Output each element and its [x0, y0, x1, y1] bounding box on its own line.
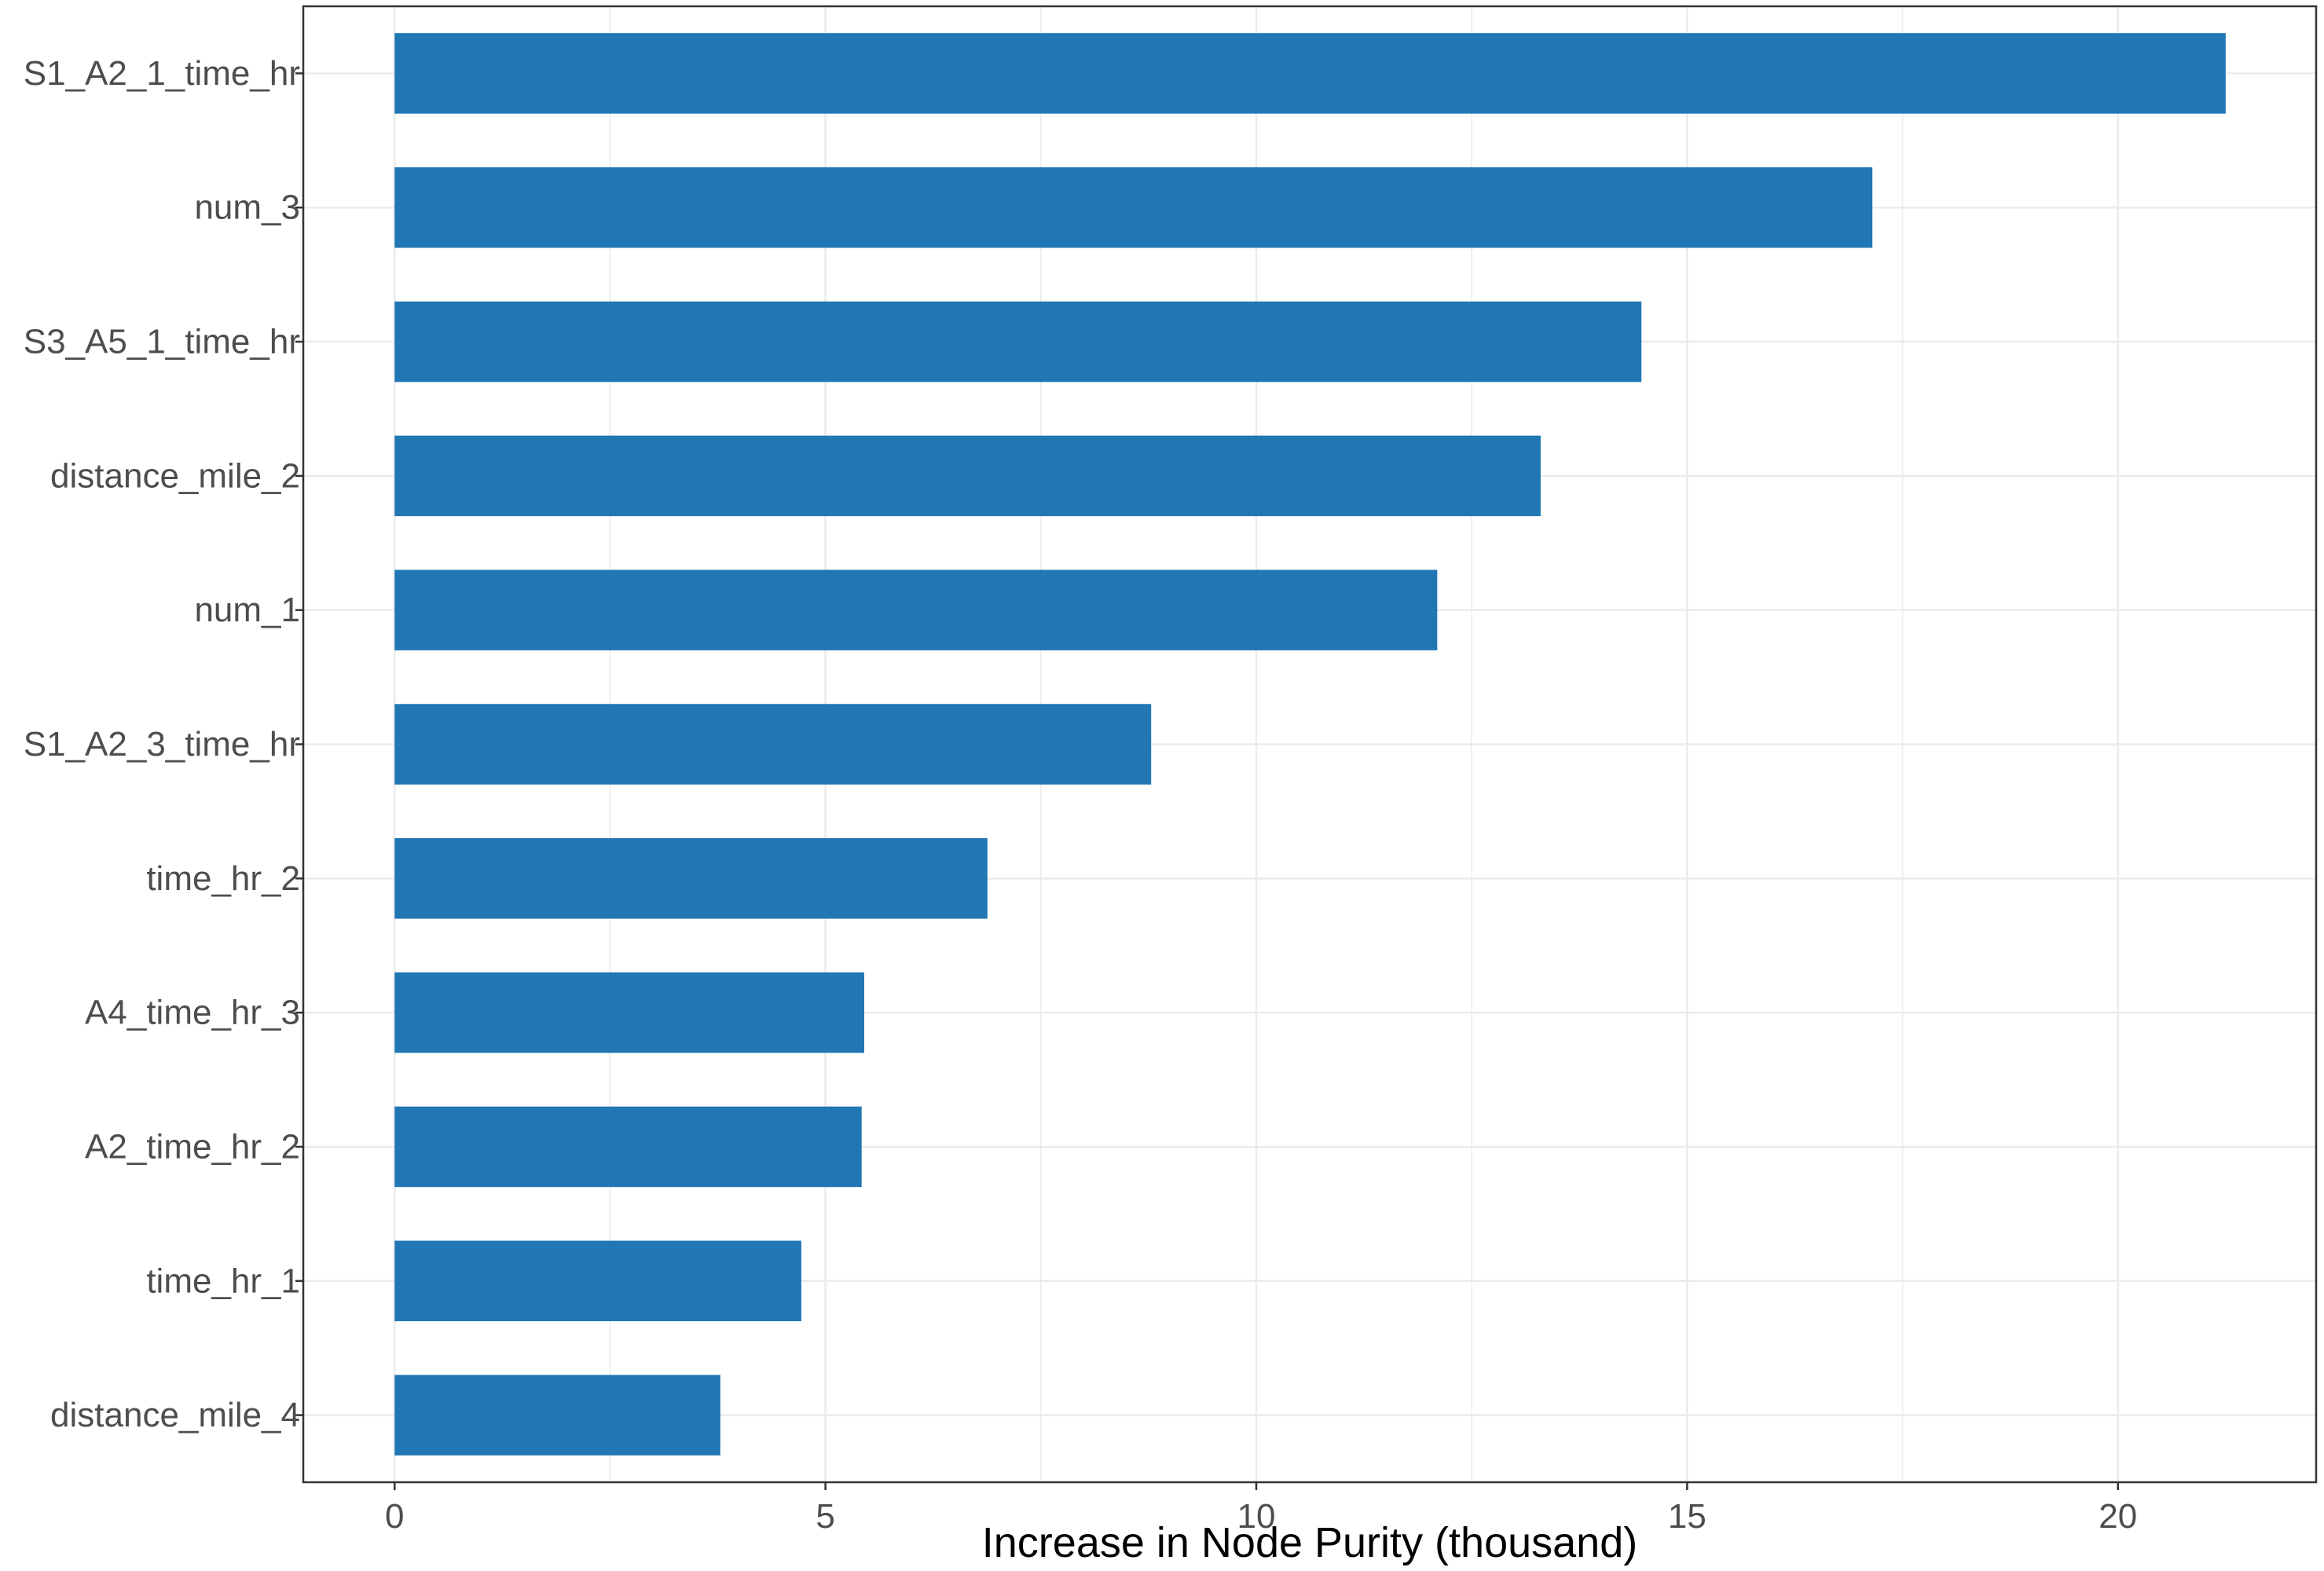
x-axis: 0 5 10 15 20 — [385, 1482, 2137, 1536]
y-tick-label: distance_mile_2 — [50, 456, 300, 495]
y-tick-label: num_1 — [194, 591, 300, 629]
x-tick-label: 15 — [1668, 1497, 1706, 1536]
y-tick-label: num_3 — [194, 189, 300, 227]
bar — [394, 569, 1438, 650]
bar — [394, 435, 1541, 517]
y-tick-label: distance_mile_4 — [50, 1396, 300, 1434]
y-tick-label: S1_A2_1_time_hr — [24, 54, 300, 93]
bar — [394, 704, 1152, 785]
bar — [394, 167, 1873, 248]
bar — [394, 972, 864, 1053]
x-tick-label: 5 — [816, 1497, 834, 1536]
bars — [394, 33, 2226, 1456]
y-tick-label: A2_time_hr_2 — [85, 1127, 300, 1166]
x-tick-label: 20 — [2099, 1497, 2137, 1536]
x-tick-label: 10 — [1237, 1497, 1276, 1536]
y-tick-label: S3_A5_1_time_hr — [24, 323, 300, 361]
y-tick-label: S1_A2_3_time_hr — [24, 725, 300, 764]
bar — [394, 1240, 801, 1322]
x-tick-label: 0 — [385, 1497, 404, 1536]
y-axis: S1_A2_1_time_hr num_3 S3_A5_1_time_hrdista… — [24, 54, 303, 1434]
y-tick-label: A4_time_hr_3 — [85, 994, 300, 1032]
y-tick-label: time_hr_2 — [146, 859, 300, 898]
x-axis-title: Increase in Node Purity (thousand) — [982, 1519, 1637, 1566]
bar — [394, 1106, 862, 1188]
bar — [394, 33, 2226, 114]
bar — [394, 1375, 720, 1456]
bar — [394, 301, 1642, 383]
y-tick-label: time_hr_1 — [146, 1262, 300, 1300]
bar — [394, 838, 988, 919]
